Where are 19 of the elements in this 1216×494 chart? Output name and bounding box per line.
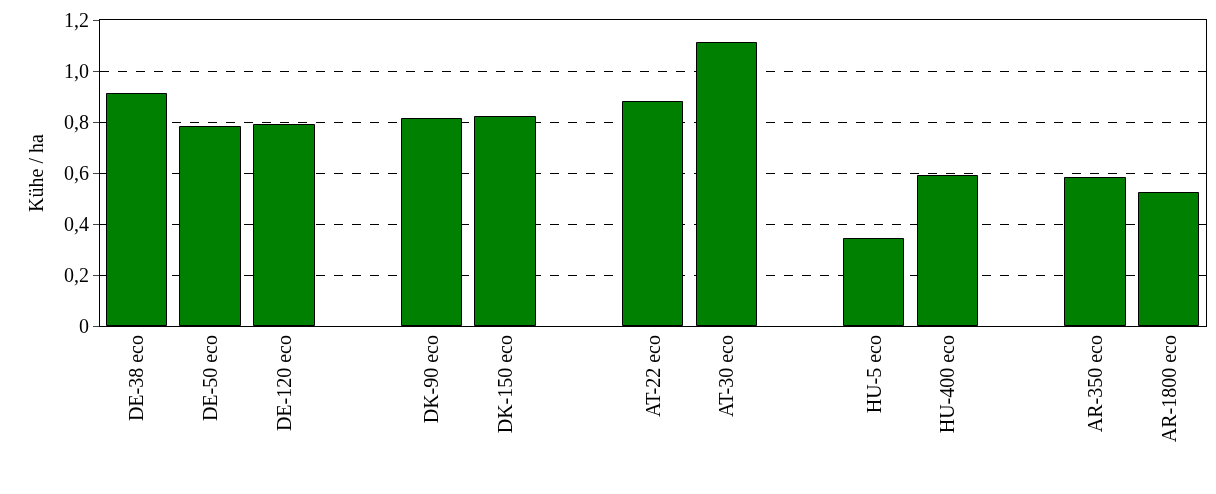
y-tick-label: 0 (79, 315, 89, 337)
x-tick-label: HU-5 eco (862, 335, 885, 414)
x-tick-label: AR-1800 eco (1157, 335, 1180, 443)
y-tick-label: 0,6 (64, 162, 89, 184)
y-axis-title: Kühe / ha (24, 134, 47, 212)
y-tick-label: 1,2 (64, 9, 89, 31)
y-tick-label: 0,2 (64, 264, 89, 286)
x-tick-label: AT-22 eco (641, 335, 664, 418)
y-tick-label: 1,0 (64, 60, 89, 82)
x-tick-label: DK-90 eco (420, 335, 443, 424)
x-tick-label: AR-350 eco (1083, 335, 1106, 433)
x-tick-label: AT-30 eco (715, 335, 738, 418)
x-tick-label: DE-50 eco (199, 335, 222, 422)
x-tick-label: HU-400 eco (936, 335, 959, 434)
x-tick-label: DE-38 eco (125, 335, 148, 422)
y-tick-label: 0,4 (64, 213, 89, 235)
x-tick-label: DE-120 eco (272, 335, 295, 432)
x-tick-label: DK-150 eco (494, 335, 517, 434)
y-tick-label: 0,8 (64, 111, 89, 133)
